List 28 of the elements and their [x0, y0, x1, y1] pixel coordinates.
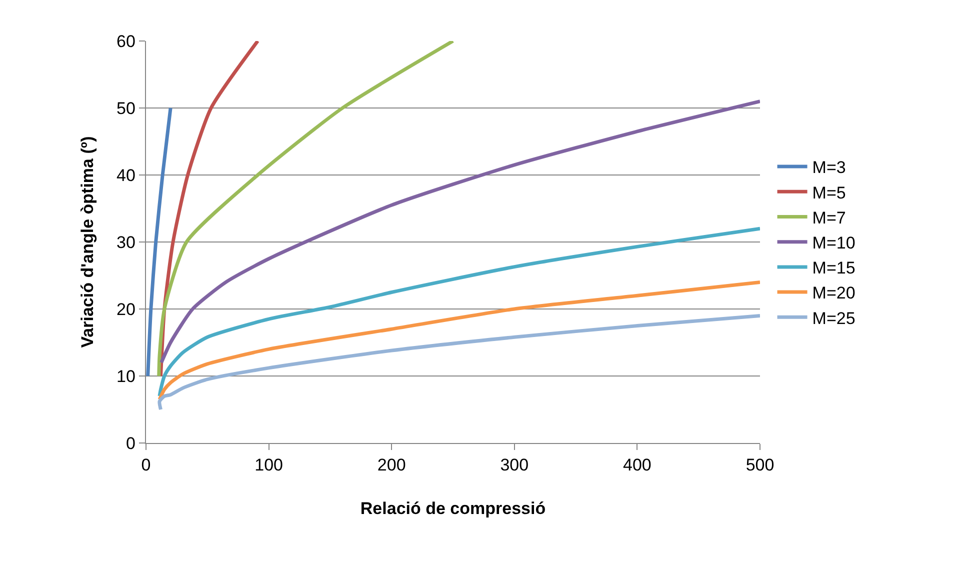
legend-label: M=25: [812, 308, 856, 328]
x-tick-label: 500: [746, 456, 774, 475]
x-tick-label: 200: [377, 456, 406, 475]
legend-label: M=15: [812, 258, 856, 278]
y-tick-label: 40: [116, 166, 136, 185]
x-tick-label: 400: [623, 456, 652, 475]
line-series: [160, 100, 760, 364]
line-series: [146, 106, 172, 378]
y-tick-label: 20: [116, 300, 136, 319]
x-tick-label: 0: [141, 456, 151, 475]
y-tick-label: 60: [116, 32, 136, 51]
y-tick-label: 30: [116, 232, 136, 252]
x-tick-label: 100: [254, 456, 283, 475]
x-axis-title: Relació de compressió: [360, 498, 546, 518]
legend-label: M=20: [812, 284, 856, 303]
legend-label: M=5: [812, 183, 846, 202]
y-axis-title: Variació d'angle òptima (º): [78, 136, 98, 348]
legend-label: M=3: [812, 158, 846, 178]
line-series: [158, 226, 760, 398]
line-series: [158, 280, 760, 402]
legend-label: M=10: [812, 233, 856, 252]
line-series: [157, 41, 455, 378]
legend-label: M=7: [812, 208, 846, 228]
y-tick-label: 0: [126, 434, 136, 453]
x-tick-label: 300: [500, 456, 529, 475]
y-tick-label: 50: [116, 98, 136, 118]
line-series: [158, 314, 760, 412]
y-tick-label: 10: [116, 366, 136, 386]
